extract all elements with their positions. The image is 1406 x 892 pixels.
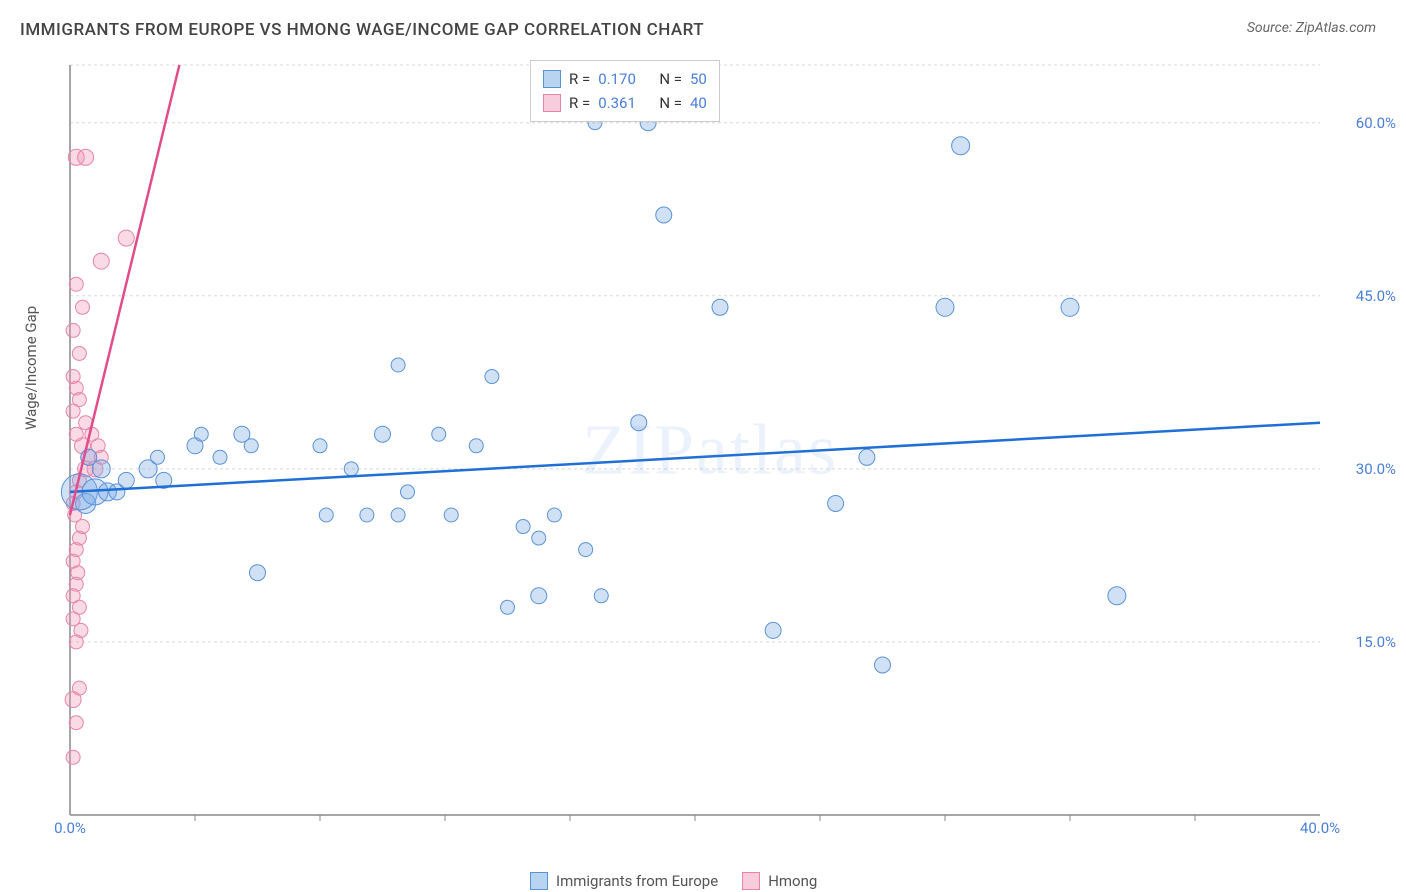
chart-area: ZIPatlas — [60, 55, 1360, 845]
legend-swatch — [543, 94, 561, 112]
legend-swatch — [742, 872, 760, 890]
y-tick-label: 15.0% — [1356, 633, 1396, 651]
y-tick-label: 30.0% — [1356, 460, 1396, 478]
n-label: N = — [659, 67, 682, 91]
y-axis-label: Wage/Income Gap — [22, 306, 40, 430]
legend-row: R = 0.361 N = 40 — [543, 91, 707, 115]
r-value: 0.361 — [598, 91, 636, 115]
chart-title: IMMIGRANTS FROM EUROPE VS HMONG WAGE/INC… — [20, 20, 704, 40]
legend-row: R = 0.170 N = 50 — [543, 67, 707, 91]
legend-item: Hmong — [742, 872, 817, 890]
legend-item: Immigrants from Europe — [530, 872, 718, 890]
legend-swatch — [530, 872, 548, 890]
source-attribution: Source: ZipAtlas.com — [1247, 20, 1376, 36]
x-tick-label: 40.0% — [1300, 819, 1340, 837]
x-tick-label: 0.0% — [54, 819, 86, 837]
n-label: N = — [659, 91, 682, 115]
n-value: 40 — [690, 91, 707, 115]
r-value: 0.170 — [598, 67, 636, 91]
y-tick-label: 45.0% — [1356, 287, 1396, 305]
scatter-plot-svg — [60, 55, 1360, 845]
legend-label: Immigrants from Europe — [556, 872, 718, 890]
y-tick-label: 60.0% — [1356, 114, 1396, 132]
legend-label: Hmong — [768, 872, 817, 890]
r-label: R = — [569, 67, 590, 91]
r-label: R = — [569, 91, 590, 115]
legend-swatch — [543, 70, 561, 88]
n-value: 50 — [690, 67, 707, 91]
series-legend: Immigrants from Europe Hmong — [530, 872, 817, 890]
correlation-legend: R = 0.170 N = 50 R = 0.361 N = 40 — [530, 60, 720, 122]
